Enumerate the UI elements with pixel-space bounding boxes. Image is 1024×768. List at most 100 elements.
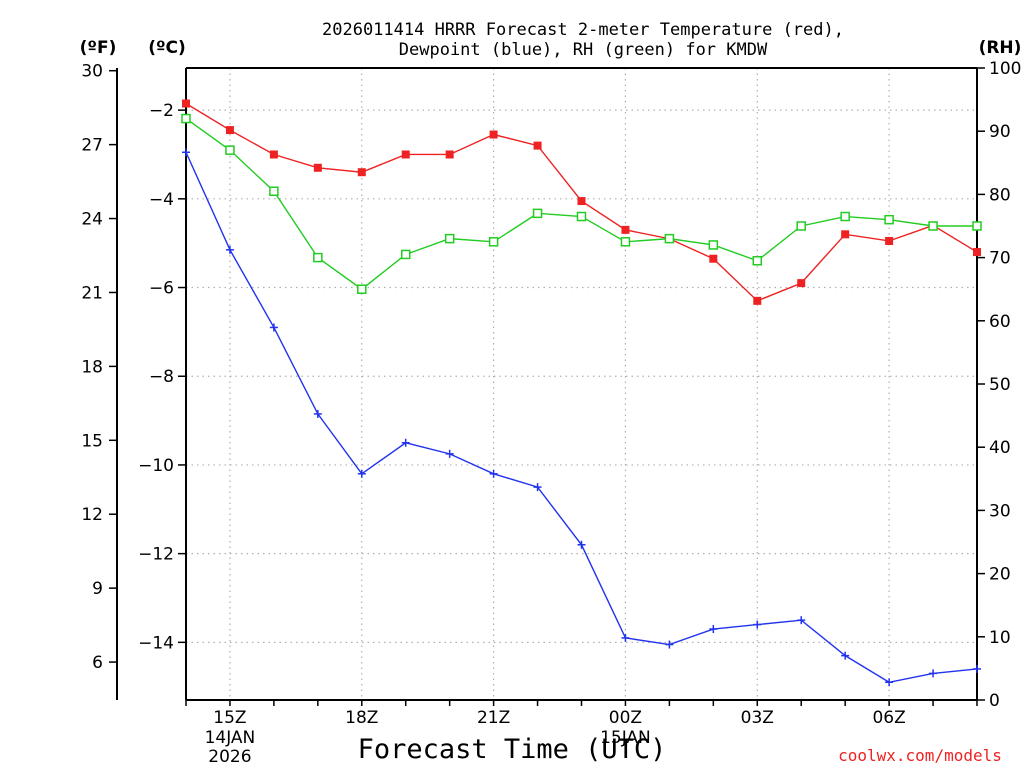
x-tick-label: 21Z xyxy=(477,708,510,728)
dewpoint-point xyxy=(225,245,234,254)
temperature-point xyxy=(182,99,190,108)
rh-tick-label: 80 xyxy=(989,185,1011,205)
temperature-point xyxy=(489,130,498,139)
temperature-point xyxy=(357,168,366,177)
x-tick-label: 18Z xyxy=(345,708,378,728)
rh-tick-label: 0 xyxy=(989,691,1000,711)
dewpoint-point xyxy=(885,678,894,687)
dewpoint-point xyxy=(929,669,938,678)
series-rh xyxy=(181,113,982,294)
series-dewpoint xyxy=(182,148,981,687)
fahrenheit-tick-label: 9 xyxy=(92,579,103,599)
rh-tick-label: 90 xyxy=(989,122,1011,142)
dewpoint-point xyxy=(269,323,278,332)
rh-point xyxy=(444,233,455,244)
x-tick-sublabel: 15JAN xyxy=(600,728,651,748)
series-group xyxy=(181,99,982,687)
fahrenheit-axis-label: (ºF) xyxy=(80,38,117,58)
temperature-point xyxy=(973,248,981,257)
x-tick-label: 15Z xyxy=(213,708,246,728)
fahrenheit-tick-label: 27 xyxy=(81,136,103,156)
dewpoint-point xyxy=(797,616,806,625)
rh-point xyxy=(488,237,499,247)
rh-tick-label: 70 xyxy=(989,249,1011,269)
dewpoint-point xyxy=(665,640,674,649)
dewpoint-point xyxy=(841,651,850,660)
dewpoint-point xyxy=(401,438,410,447)
temperature-point xyxy=(621,225,630,234)
x-tick-label: 06Z xyxy=(872,708,905,728)
x-tick-label: 00Z xyxy=(609,708,642,728)
rh-point xyxy=(269,186,279,196)
rh-point xyxy=(576,211,587,222)
celsius-tick-label: −8 xyxy=(149,367,174,387)
chart-title: 2026011414 HRRR Forecast 2-meter Tempera… xyxy=(322,20,844,60)
dewpoint-point xyxy=(753,620,762,629)
rh-tick-label: 40 xyxy=(989,438,1011,458)
dewpoint-point xyxy=(533,483,542,492)
temperature-point xyxy=(885,236,894,245)
rh-point xyxy=(532,208,543,219)
temperature-point xyxy=(445,150,454,159)
temperature-point xyxy=(709,254,718,263)
x-tick-label: 03Z xyxy=(741,708,774,728)
temperature-point xyxy=(401,150,410,159)
celsius-tick-label: −6 xyxy=(149,279,174,299)
temperature-point xyxy=(841,230,850,239)
rh-point xyxy=(313,252,323,263)
fahrenheit-tick-label: 15 xyxy=(81,431,103,451)
temperature-point xyxy=(269,150,278,159)
dewpoint-point xyxy=(621,633,630,642)
dewpoint-point xyxy=(445,449,454,458)
dewpoint-point xyxy=(709,625,718,634)
rh-point xyxy=(972,221,982,231)
dewpoint-point xyxy=(489,469,498,478)
rh-point xyxy=(400,249,411,260)
fahrenheit-tick-label: 24 xyxy=(81,210,103,230)
celsius-axis-label: (ºC) xyxy=(148,38,186,58)
fahrenheit-tick-label: 12 xyxy=(81,505,103,525)
rh-point xyxy=(840,211,850,222)
temperature-point xyxy=(577,197,586,206)
grid xyxy=(186,68,977,700)
credit-text[interactable]: coolwx.com/models xyxy=(838,746,1002,765)
rh-tick-label: 30 xyxy=(989,501,1011,521)
rh-point xyxy=(752,256,763,266)
temperature-point xyxy=(797,279,806,288)
fahrenheit-tick-label: 6 xyxy=(92,653,103,673)
dewpoint-point xyxy=(577,540,586,549)
rh-point xyxy=(884,214,894,225)
rh-tick-label: 50 xyxy=(989,375,1011,395)
fahrenheit-tick-label: 18 xyxy=(81,357,103,377)
x-tick-sublabel: 14JAN xyxy=(205,728,256,748)
axes xyxy=(109,67,985,706)
rh-point xyxy=(928,221,938,231)
temperature-point xyxy=(753,296,762,305)
temperature-point xyxy=(225,126,234,135)
rh-point xyxy=(664,233,675,244)
series-temperature xyxy=(182,99,981,305)
temperature-point xyxy=(533,141,542,150)
dewpoint-point xyxy=(973,664,981,673)
chart-title-line-1: 2026011414 HRRR Forecast 2-meter Tempera… xyxy=(322,20,844,40)
x-axis-title: Forecast Time (UTC) xyxy=(358,734,667,765)
rh-point xyxy=(225,145,235,155)
dewpoint-point xyxy=(357,469,366,478)
x-tick-sublabel: 2026 xyxy=(208,747,251,767)
celsius-tick-label: −10 xyxy=(138,456,174,476)
temperature-point xyxy=(313,163,322,172)
celsius-tick-label: −14 xyxy=(138,633,174,653)
rh-tick-label: 60 xyxy=(989,312,1011,332)
dewpoint-point xyxy=(182,148,190,157)
rh-point xyxy=(796,221,806,231)
tick-labels: 3027242118151296−2−4−6−8−10−12−141009080… xyxy=(81,59,1021,767)
rh-point xyxy=(181,113,191,124)
celsius-tick-label: −12 xyxy=(138,545,174,565)
rh-tick-label: 20 xyxy=(989,565,1011,585)
chart-title-line-2: Dewpoint (blue), RH (green) for KMDW xyxy=(399,40,768,60)
rh-point xyxy=(708,240,719,250)
fahrenheit-tick-label: 21 xyxy=(81,283,103,303)
dewpoint-point xyxy=(313,409,322,418)
dewpoint-line xyxy=(185,151,978,683)
